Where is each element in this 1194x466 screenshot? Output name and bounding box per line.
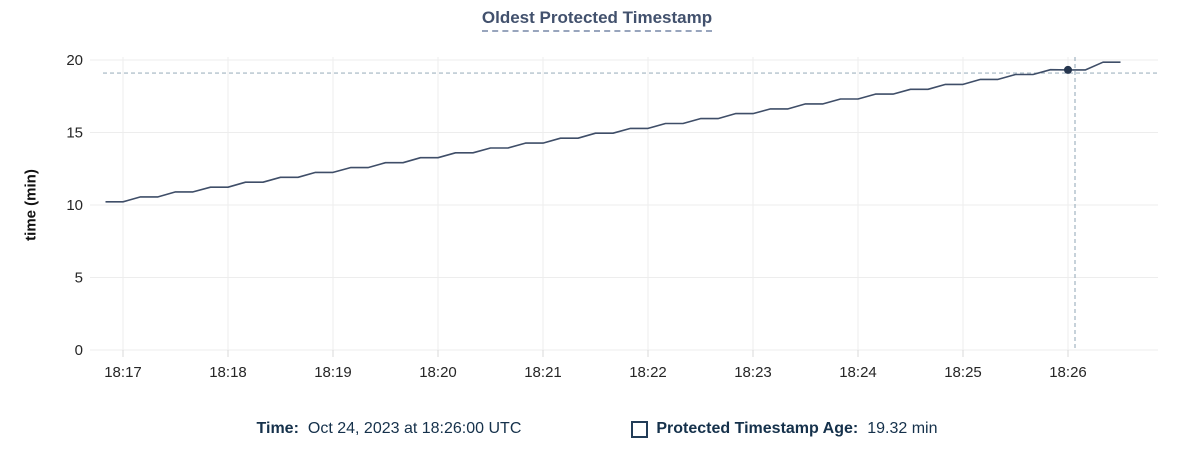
series-line (105, 61, 1121, 203)
x-tick-label: 18:22 (629, 364, 667, 381)
y-tick-label: 0 (75, 342, 83, 359)
y-tick-label: 10 (66, 197, 83, 214)
chart-footer-legend: Time: Oct 24, 2023 at 18:26:00 UTC Prote… (0, 420, 1194, 438)
x-tick-label: 18:23 (734, 364, 772, 381)
hover-time-readout: Time: Oct 24, 2023 at 18:26:00 UTC (257, 420, 522, 438)
x-tick-label: 18:26 (1049, 364, 1087, 381)
series-checkbox[interactable] (631, 420, 649, 438)
x-tick-label: 18:25 (944, 364, 982, 381)
x-tick-label: 18:24 (839, 364, 877, 381)
time-label: Time: (256, 420, 299, 437)
x-tick-label: 18:20 (419, 364, 457, 381)
y-tick-label: 15 (66, 125, 83, 142)
y-tick-label: 20 (66, 52, 83, 69)
x-tick-label: 18:18 (209, 364, 247, 381)
time-value: Oct 24, 2023 at 18:26:00 UTC (307, 420, 522, 437)
x-tick-label: 18:21 (524, 364, 562, 381)
series-value: 19.32 min (867, 420, 938, 437)
y-tick-label: 5 (75, 270, 83, 287)
hover-dot (1064, 65, 1072, 74)
series-label: Protected Timestamp Age: (656, 420, 859, 437)
chart-title[interactable]: Oldest Protected Timestamp (481, 8, 713, 32)
x-tick-label: 18:19 (314, 364, 352, 381)
x-tick-label: 18:17 (104, 364, 142, 381)
series-legend-item[interactable]: Protected Timestamp Age: 19.32 min (631, 420, 937, 438)
chart-title-row: Oldest Protected Timestamp (0, 8, 1194, 32)
